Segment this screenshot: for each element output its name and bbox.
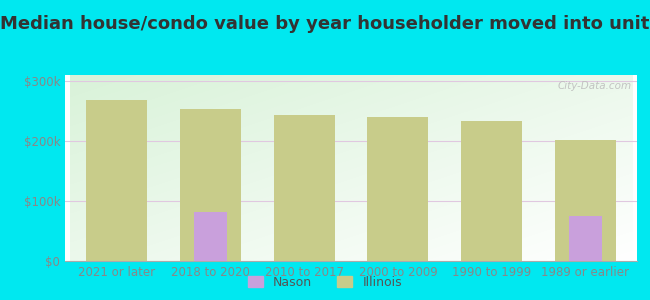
- Bar: [180, 109, 240, 261]
- Text: Median house/condo value by year householder moved into unit: Median house/condo value by year househo…: [0, 15, 650, 33]
- Bar: [367, 117, 428, 261]
- Bar: [274, 115, 335, 261]
- Legend: Nason, Illinois: Nason, Illinois: [243, 271, 407, 294]
- Bar: [569, 216, 602, 261]
- Bar: [462, 121, 522, 261]
- Bar: [194, 212, 227, 261]
- Text: City-Data.com: City-Data.com: [557, 81, 631, 91]
- Bar: [555, 140, 616, 261]
- Bar: [86, 100, 147, 261]
